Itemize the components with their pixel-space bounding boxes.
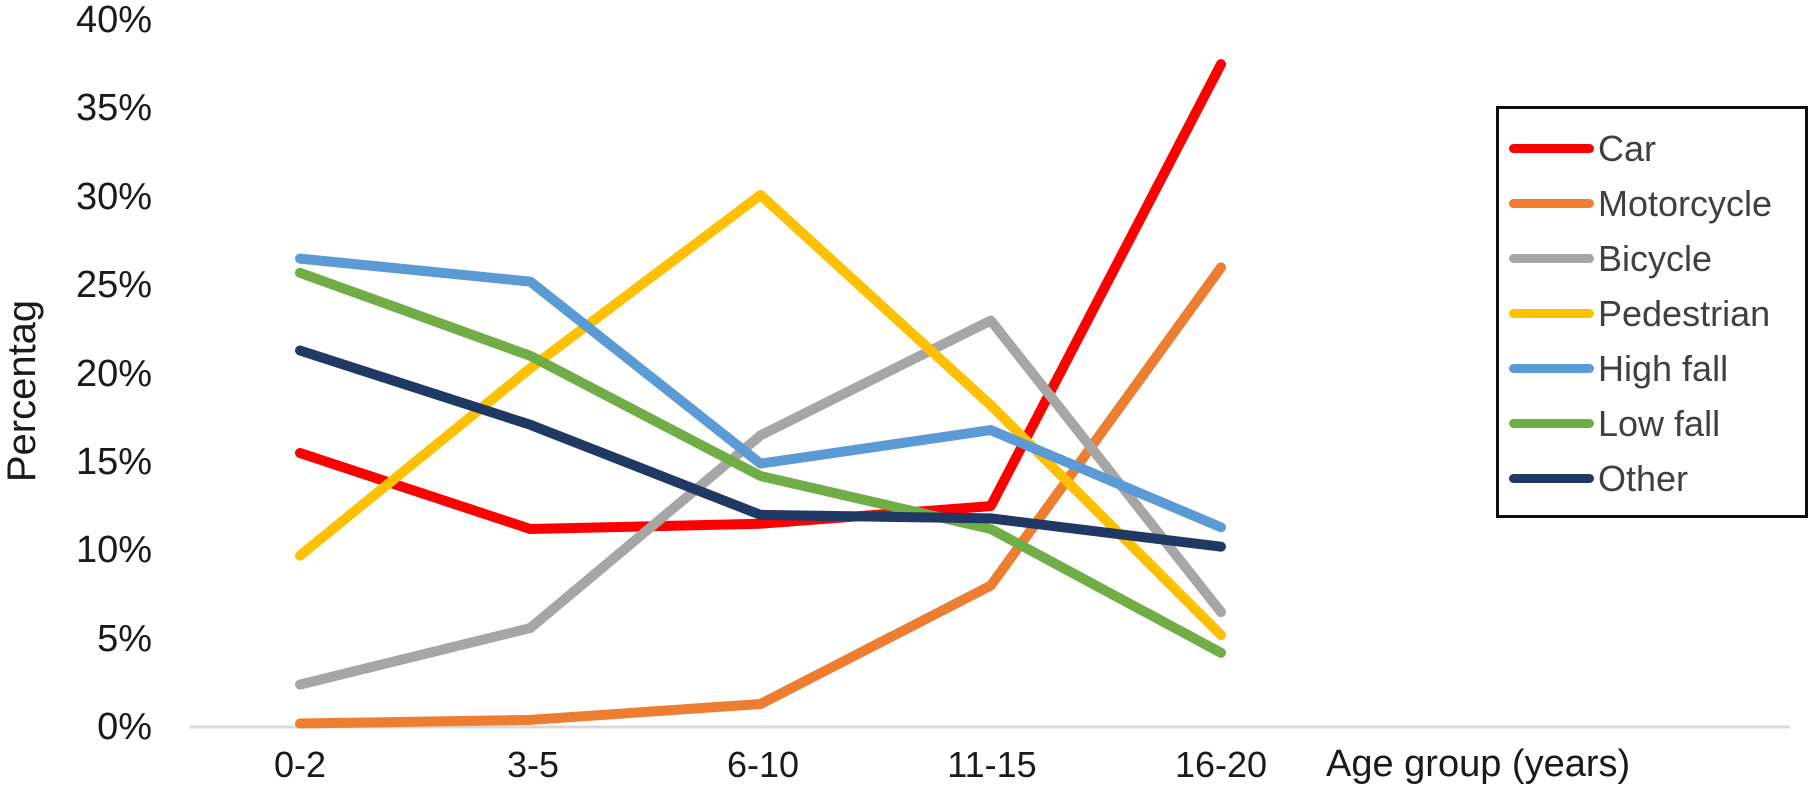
y-tick-30: 30% xyxy=(75,176,152,218)
y-tick-25: 25% xyxy=(75,264,152,306)
legend-item-low-fall: Low fall xyxy=(1499,396,1805,451)
chart-legend: Car Motorcycle Bicycle Pedestrian High f… xyxy=(1496,106,1808,518)
x-tick-0-2: 0-2 xyxy=(273,744,327,785)
y-tick-10: 10% xyxy=(75,529,152,571)
series-line-other xyxy=(295,345,1226,552)
x-tick-3-5: 3-5 xyxy=(506,744,560,785)
low-fall-line-swatch xyxy=(1509,419,1594,428)
series-line-car xyxy=(295,59,1226,534)
legend-item-high-fall: High fall xyxy=(1499,341,1805,396)
y-tick-5: 5% xyxy=(97,618,152,660)
x-tick-11-15: 11-15 xyxy=(947,744,1037,785)
legend-label-bicycle: Bicycle xyxy=(1598,237,1713,279)
pedestrian-line-swatch xyxy=(1509,309,1594,318)
y-tick-40: 40% xyxy=(75,0,152,41)
legend-item-motorcycle: Motorcycle xyxy=(1499,176,1805,231)
legend-label-high-fall: High fall xyxy=(1598,347,1729,389)
y-tick-0: 0% xyxy=(97,706,152,748)
legend-label-motorcycle: Motorcycle xyxy=(1598,182,1773,224)
y-tick-20: 20% xyxy=(75,353,152,395)
legend-label-car: Car xyxy=(1598,127,1657,169)
x-axis-title: Age group (years) xyxy=(1326,743,1631,785)
other-line-swatch xyxy=(1509,474,1594,483)
x-tick-6-10: 6-10 xyxy=(726,744,800,785)
legend-item-bicycle: Bicycle xyxy=(1499,231,1805,286)
series-line-high-fall xyxy=(295,253,1226,533)
y-tick-35: 35% xyxy=(75,87,152,129)
series-line-bicycle xyxy=(295,315,1226,690)
legend-item-pedestrian: Pedestrian xyxy=(1499,286,1805,341)
y-tick-15: 15% xyxy=(75,441,152,483)
x-tick-16-20: 16-20 xyxy=(1174,744,1268,785)
legend-label-other: Other xyxy=(1598,457,1689,499)
high-fall-line-swatch xyxy=(1509,364,1594,373)
legend-item-car: Car xyxy=(1499,121,1805,176)
car-line-swatch xyxy=(1509,144,1594,153)
series-line-low-fall xyxy=(295,267,1226,658)
series-line-pedestrian xyxy=(295,190,1226,641)
motorcycle-line-swatch xyxy=(1509,199,1594,208)
bicycle-line-swatch xyxy=(1509,254,1594,263)
legend-item-other: Other xyxy=(1499,451,1805,506)
y-axis-title: Percentag xyxy=(0,299,44,483)
legend-label-low-fall: Low fall xyxy=(1598,402,1721,444)
legend-label-pedestrian: Pedestrian xyxy=(1598,292,1771,334)
